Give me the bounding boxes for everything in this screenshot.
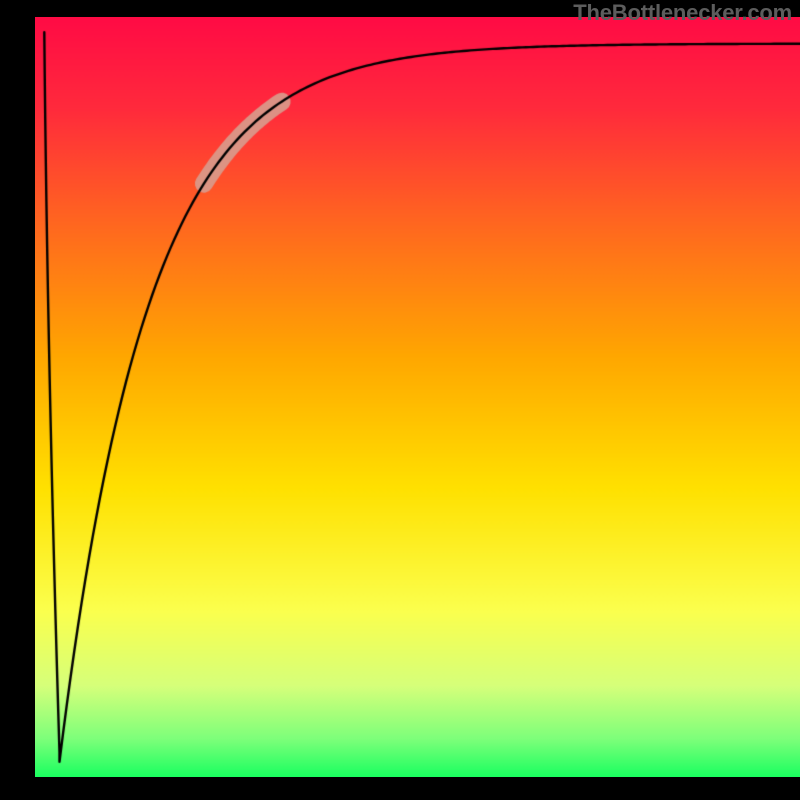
plot-canvas <box>35 17 800 777</box>
plot-area <box>35 17 800 777</box>
chart-root: TheBottlenecker.com <box>0 0 800 800</box>
watermark-text: TheBottlenecker.com <box>573 0 792 26</box>
